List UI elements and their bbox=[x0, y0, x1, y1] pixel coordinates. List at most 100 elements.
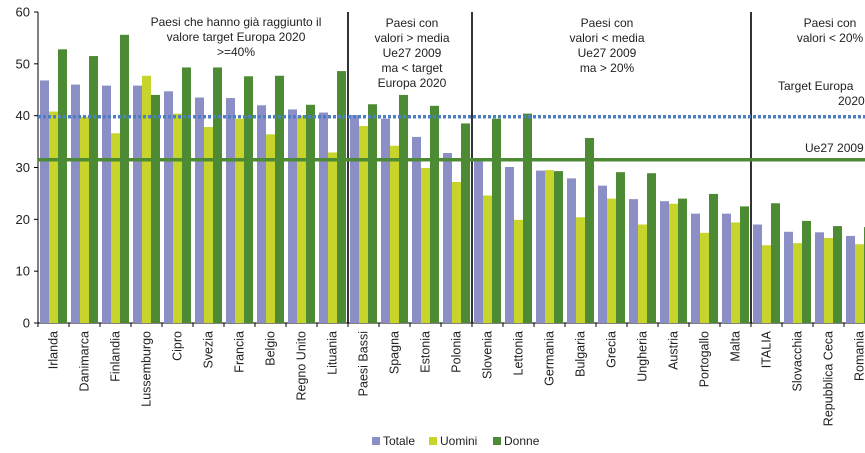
bar-totale bbox=[40, 80, 49, 323]
bar-totale bbox=[691, 213, 700, 323]
bar-uomini bbox=[111, 133, 120, 323]
bar-totale bbox=[753, 224, 762, 323]
y-tick-label: 20 bbox=[16, 212, 30, 227]
bar-totale bbox=[846, 235, 855, 323]
category-label: Polonia bbox=[450, 331, 464, 373]
bar-donne bbox=[213, 67, 222, 323]
bar-donne bbox=[647, 173, 656, 323]
bar-donne bbox=[461, 123, 470, 323]
bar-uomini bbox=[266, 134, 275, 323]
category-label: Regno Unito bbox=[295, 331, 309, 401]
category-label: Cipro bbox=[171, 331, 185, 361]
bar-donne bbox=[58, 49, 67, 323]
bar-donne bbox=[182, 67, 191, 323]
reference-label-target: Target Europa bbox=[778, 79, 854, 93]
bar-donne bbox=[492, 118, 501, 323]
bar-donne bbox=[89, 56, 98, 323]
category-label: Spagna bbox=[388, 331, 402, 374]
group-annotation: Ue27 2009 bbox=[383, 46, 442, 60]
category-label: Ungheria bbox=[636, 331, 650, 382]
bar-totale bbox=[505, 166, 514, 323]
group-annotation: >=40% bbox=[217, 45, 255, 59]
bar-donne bbox=[399, 94, 408, 323]
bar-donne bbox=[740, 206, 749, 323]
bar-uomini bbox=[49, 111, 58, 324]
legend-label-uomini: Uomini bbox=[440, 434, 477, 448]
category-label: Lussemburgo bbox=[140, 331, 154, 407]
bar-uomini bbox=[359, 126, 368, 324]
bar-uomini bbox=[390, 145, 399, 323]
category-label: Svezia bbox=[202, 331, 216, 369]
bar-totale bbox=[660, 201, 669, 323]
y-tick-label: 0 bbox=[23, 316, 30, 331]
bar-totale bbox=[629, 199, 638, 323]
category-label: Irlanda bbox=[47, 331, 61, 369]
bar-donne bbox=[678, 198, 687, 323]
bar-donne bbox=[430, 105, 439, 324]
category-label: Austria bbox=[667, 331, 681, 370]
bar-uomini bbox=[824, 237, 833, 323]
bar-totale bbox=[536, 170, 545, 323]
group-annotation: Europa 2020 bbox=[378, 76, 447, 90]
bar-totale bbox=[226, 98, 235, 323]
bar-totale bbox=[567, 178, 576, 323]
bar-uomini bbox=[328, 152, 337, 323]
bar-totale bbox=[381, 118, 390, 323]
category-label: Belgio bbox=[264, 331, 278, 366]
y-tick-label: 10 bbox=[16, 264, 30, 279]
bar-totale bbox=[815, 232, 824, 323]
reference-label-target: 2020 bbox=[838, 94, 865, 108]
bar-totale bbox=[288, 109, 297, 324]
bar-donne bbox=[523, 113, 532, 324]
bar-donne bbox=[709, 193, 718, 323]
group-annotation: Paesi con bbox=[386, 16, 439, 30]
bar-uomini bbox=[514, 219, 523, 323]
bar-uomini bbox=[483, 195, 492, 323]
bar-donne bbox=[306, 104, 315, 323]
bar-totale bbox=[195, 97, 204, 324]
category-label: Grecia bbox=[605, 331, 619, 368]
bar-donne bbox=[554, 171, 563, 323]
bar-uomini bbox=[700, 232, 709, 323]
bar-totale bbox=[102, 85, 111, 323]
bar-totale bbox=[350, 115, 359, 323]
group-annotation: Paesi con bbox=[581, 16, 634, 30]
group-annotation: ma < target bbox=[381, 61, 443, 75]
category-label: Finlandia bbox=[109, 331, 123, 382]
bar-totale bbox=[412, 136, 421, 323]
y-tick-label: 40 bbox=[16, 108, 30, 123]
bar-uomini bbox=[607, 198, 616, 323]
bar-uomini bbox=[669, 203, 678, 323]
bar-donne bbox=[802, 220, 811, 323]
bar-uomini bbox=[576, 217, 585, 323]
bar-uomini bbox=[452, 182, 461, 323]
bar-donne bbox=[275, 75, 284, 323]
group-annotation: valori > media bbox=[374, 31, 449, 45]
legend-label-totale: Totale bbox=[383, 434, 415, 448]
group-annotation: ma > 20% bbox=[580, 61, 635, 75]
reference-label-ue27: Ue27 2009 bbox=[805, 141, 864, 155]
bar-totale bbox=[784, 231, 793, 323]
bar-donne bbox=[120, 34, 129, 323]
bar-totale bbox=[164, 91, 173, 324]
bar-donne bbox=[244, 76, 253, 323]
group-annotation: Paesi che hanno già raggiunto il bbox=[151, 15, 322, 29]
category-label: Estonia bbox=[419, 331, 433, 373]
legend-label-donne: Donne bbox=[504, 434, 540, 448]
category-label: Paesi Bassi bbox=[357, 331, 371, 396]
bar-uomini bbox=[731, 222, 740, 323]
category-label: Lituania bbox=[326, 331, 340, 375]
category-label: Francia bbox=[233, 331, 247, 373]
category-label: Slovacchia bbox=[791, 331, 805, 391]
category-label: Slovenia bbox=[481, 331, 495, 379]
category-label: Repubblica Ceca bbox=[822, 331, 836, 426]
bar-donne bbox=[771, 203, 780, 323]
legend-swatch-donne bbox=[493, 437, 501, 445]
legend-swatch-totale bbox=[372, 437, 380, 445]
category-label: Germania bbox=[543, 331, 557, 386]
legend-swatch-uomini bbox=[429, 437, 437, 445]
bar-uomini bbox=[793, 243, 802, 323]
y-tick-label: 60 bbox=[16, 5, 30, 20]
bar-donne bbox=[151, 94, 160, 323]
